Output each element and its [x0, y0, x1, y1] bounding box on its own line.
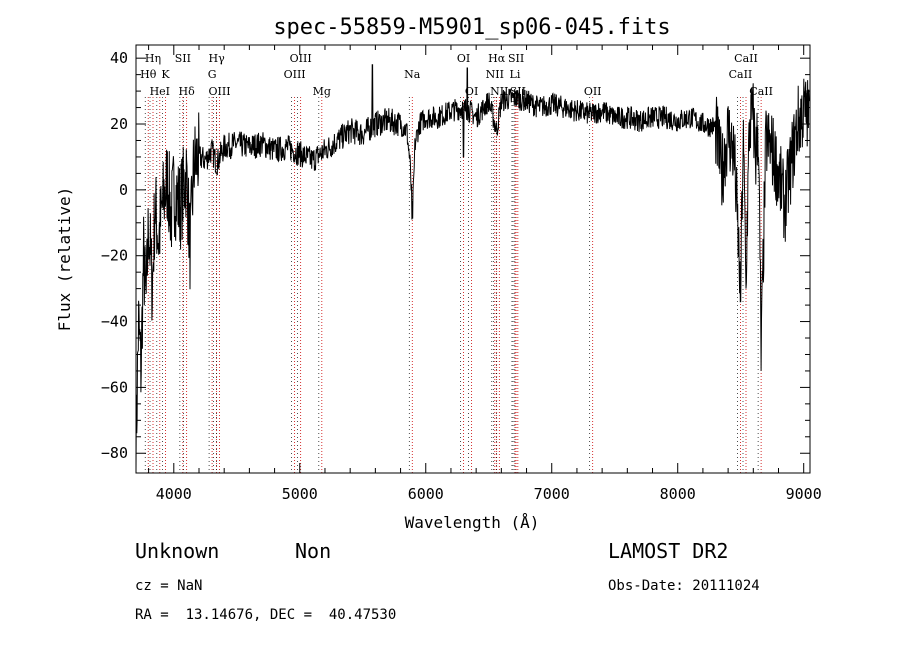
- y-tick-label--60: −60: [101, 378, 128, 396]
- line-label-9: OIII: [290, 52, 312, 65]
- class-label: Unknown: [135, 539, 219, 563]
- line-label-24: CaII: [749, 85, 773, 98]
- line-label-0: Hη: [145, 52, 161, 65]
- y-tick-label-20: 20: [110, 115, 128, 133]
- line-label-3: SII: [175, 52, 191, 65]
- x-tick-label-8000: 8000: [660, 485, 696, 503]
- y-tick-label--20: −20: [101, 247, 128, 265]
- x-tick-label-4000: 4000: [156, 485, 192, 503]
- obs-date-text: Obs-Date: 20111024: [608, 578, 760, 594]
- line-guides: [144, 97, 762, 473]
- subclass-label: Non: [295, 539, 331, 563]
- line-label-13: OI: [457, 52, 470, 65]
- y-tick-label-40: 40: [110, 49, 128, 67]
- x-tick-label-9000: 9000: [786, 485, 822, 503]
- line-label-11: Mg: [313, 85, 331, 98]
- y-tick-label--80: −80: [101, 444, 128, 462]
- x-axis-label: Wavelength (Å): [405, 513, 540, 532]
- x-tick-label-6000: 6000: [408, 485, 444, 503]
- line-label-18: Li: [510, 68, 521, 81]
- y-axis-label: Flux (relative): [55, 187, 74, 332]
- line-label-16: SII: [508, 52, 524, 65]
- line-label-14: OI: [465, 85, 478, 98]
- line-label-5: Hδ: [179, 85, 196, 98]
- plot-frame: [135, 44, 811, 474]
- x-tick-label-5000: 5000: [282, 485, 318, 503]
- plot-area: [135, 44, 811, 474]
- line-label-4: K: [161, 68, 170, 81]
- line-label-10: OIII: [284, 68, 306, 81]
- coordinates-text: RA = 13.14676, DEC = 40.47530: [135, 607, 396, 623]
- line-label-23: CaII: [729, 68, 753, 81]
- redshift-text: cz = NaN: [135, 578, 202, 594]
- line-label-22: CaII: [734, 52, 758, 65]
- line-label-7: G: [208, 68, 217, 81]
- survey-label: LAMOST DR2: [608, 539, 728, 563]
- spectrum-series: [135, 64, 810, 470]
- line-label-17: NII: [486, 68, 504, 81]
- line-label-15: Hα: [488, 52, 506, 65]
- x-tick-label-7000: 7000: [534, 485, 570, 503]
- line-label-8: OIII: [208, 85, 230, 98]
- line-label-2: HeI: [150, 85, 170, 98]
- y-tick-label--40: −40: [101, 313, 128, 331]
- axis-ticks: [136, 45, 810, 473]
- tick-labels: 4000 5000 6000 7000 8000 9000 −80 −60 −40 −20 0 20 4…: [101, 49, 822, 503]
- y-tick-label-0: 0: [119, 181, 128, 199]
- chart-title: spec-55859-M5901_sp06-045.fits: [273, 15, 670, 40]
- line-label-12: Na: [404, 68, 421, 81]
- line-label-21: OII: [584, 85, 602, 98]
- line-label-1: Hθ: [140, 68, 157, 81]
- line-label-19: NII: [490, 85, 508, 98]
- line-label-6: Hγ: [209, 52, 226, 65]
